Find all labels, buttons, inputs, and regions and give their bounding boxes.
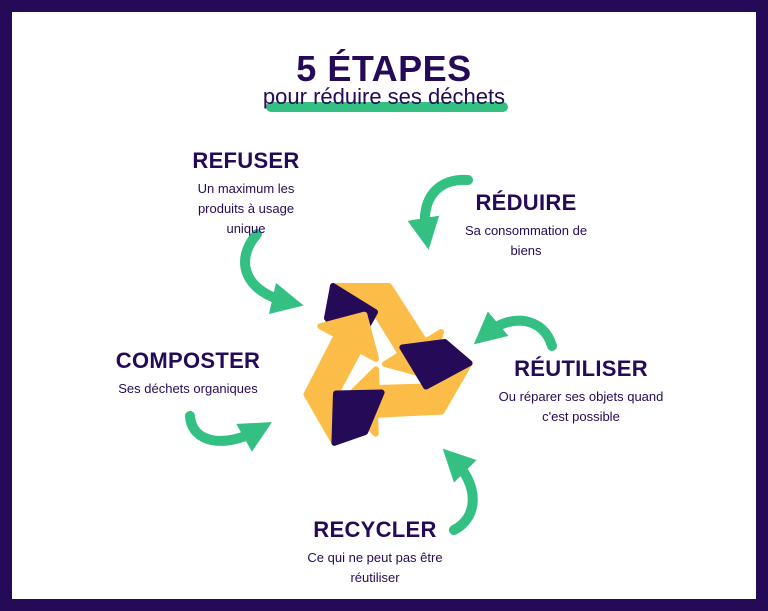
step-recycler: RECYCLER Ce qui ne peut pas être réutili… (300, 517, 450, 588)
step-composter: COMPOSTER Ses déchets organiques (108, 348, 268, 399)
step-title-composter: COMPOSTER (115, 348, 261, 373)
step-title-refuser: REFUSER (192, 148, 300, 173)
page-title: 5 ÉTAPES (296, 48, 472, 89)
step-description-recycler: Ce qui ne peut pas être réutiliser (307, 550, 443, 585)
diagram-graphics (185, 174, 557, 535)
arrow-icon-refuser (240, 229, 304, 315)
recycle-icon (280, 283, 472, 457)
arrow-icon-reduire (407, 174, 473, 250)
arrow-icon-recycler (442, 448, 478, 535)
step-description-composter: Ses déchets organiques (118, 381, 258, 396)
step-description-reutiliser: Ou réparer ses objets quand c'est possib… (498, 389, 664, 424)
step-description-refuser: Un maximum les produits à usage unique (197, 181, 295, 236)
infographic-card: 5 ÉTAPES pour réduire ses déchets REFUSE… (12, 12, 756, 599)
step-reduire: RÉDUIRE Sa consommation de biens (452, 190, 600, 261)
step-title-reduire: RÉDUIRE (475, 190, 577, 215)
step-title-recycler: RECYCLER (313, 517, 437, 542)
arrow-icon-reutiliser (473, 311, 557, 351)
step-title-reutiliser: RÉUTILISER (514, 356, 648, 381)
page-subtitle: pour réduire ses déchets (262, 84, 506, 109)
step-reutiliser: RÉUTILISER Ou réparer ses objets quand c… (496, 356, 666, 427)
step-refuser: REFUSER Un maximum les produits à usage … (178, 148, 314, 239)
step-description-reduire: Sa consommation de biens (464, 223, 588, 258)
subtitle-underline (266, 102, 508, 112)
arrow-icon-composter (185, 411, 272, 452)
